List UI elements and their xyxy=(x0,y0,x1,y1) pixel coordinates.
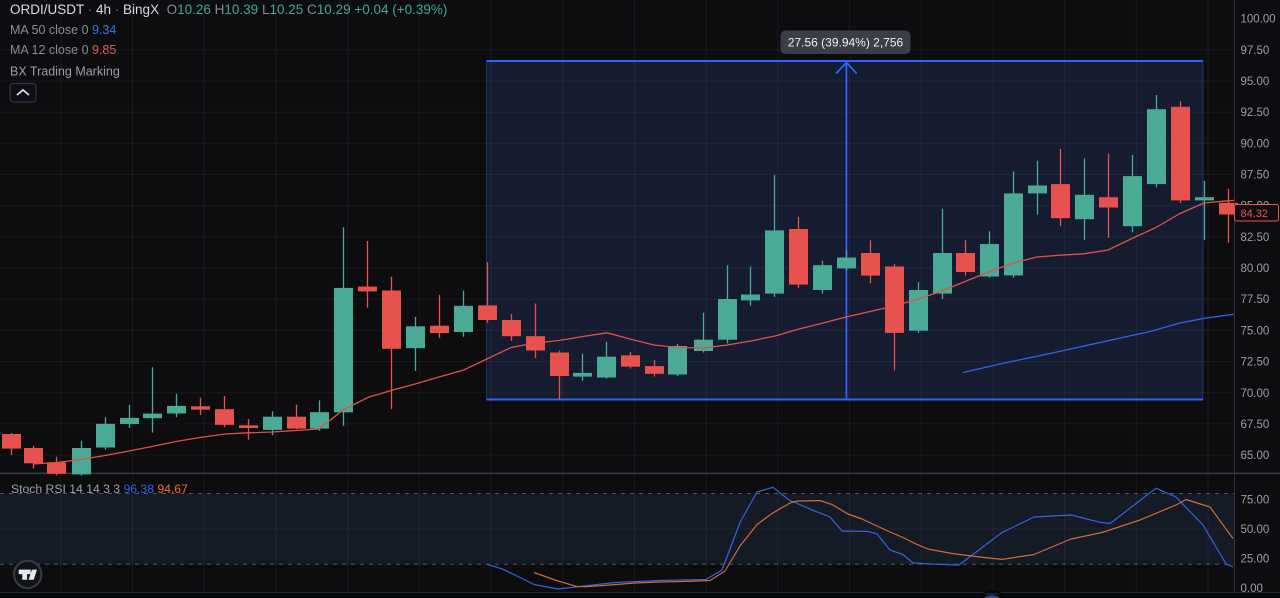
svg-text:Stoch RSI 14 14 3 3 96.38 94.6: Stoch RSI 14 14 3 3 96.38 94.67 xyxy=(11,482,188,496)
svg-text:27.56 (39.94%) 2,756: 27.56 (39.94%) 2,756 xyxy=(788,36,904,50)
svg-text:25.00: 25.00 xyxy=(1241,553,1270,565)
svg-text:72.50: 72.50 xyxy=(1241,357,1270,369)
svg-text:MA 50 close 0 9.34: MA 50 close 0 9.34 xyxy=(10,23,116,37)
svg-text:ORDI/USDT · 4h · BingX O10.26: ORDI/USDT · 4h · BingX O10.26 H10.39 L10… xyxy=(10,2,447,17)
svg-text:84.32: 84.32 xyxy=(1241,208,1269,220)
svg-text:92.50: 92.50 xyxy=(1241,107,1270,119)
svg-text:75.00: 75.00 xyxy=(1241,494,1270,506)
svg-text:65.00: 65.00 xyxy=(1241,450,1270,462)
svg-text:MA 12 close 0 9.85: MA 12 close 0 9.85 xyxy=(10,43,116,57)
svg-text:75.00: 75.00 xyxy=(1241,325,1270,337)
svg-text:BX Trading Marking: BX Trading Marking xyxy=(10,65,120,79)
svg-text:67.50: 67.50 xyxy=(1241,419,1270,431)
svg-text:90.00: 90.00 xyxy=(1241,138,1270,150)
svg-text:50.00: 50.00 xyxy=(1241,524,1270,536)
svg-text:87.50: 87.50 xyxy=(1241,170,1270,182)
svg-text:82.50: 82.50 xyxy=(1241,232,1270,244)
svg-text:97.50: 97.50 xyxy=(1241,45,1270,57)
svg-text:77.50: 77.50 xyxy=(1241,294,1270,306)
svg-text:100.00: 100.00 xyxy=(1241,14,1276,26)
svg-text:80.00: 80.00 xyxy=(1241,263,1270,275)
svg-text:95.00: 95.00 xyxy=(1241,76,1270,88)
svg-text:70.00: 70.00 xyxy=(1241,388,1270,400)
svg-text:0.00: 0.00 xyxy=(1241,583,1263,595)
